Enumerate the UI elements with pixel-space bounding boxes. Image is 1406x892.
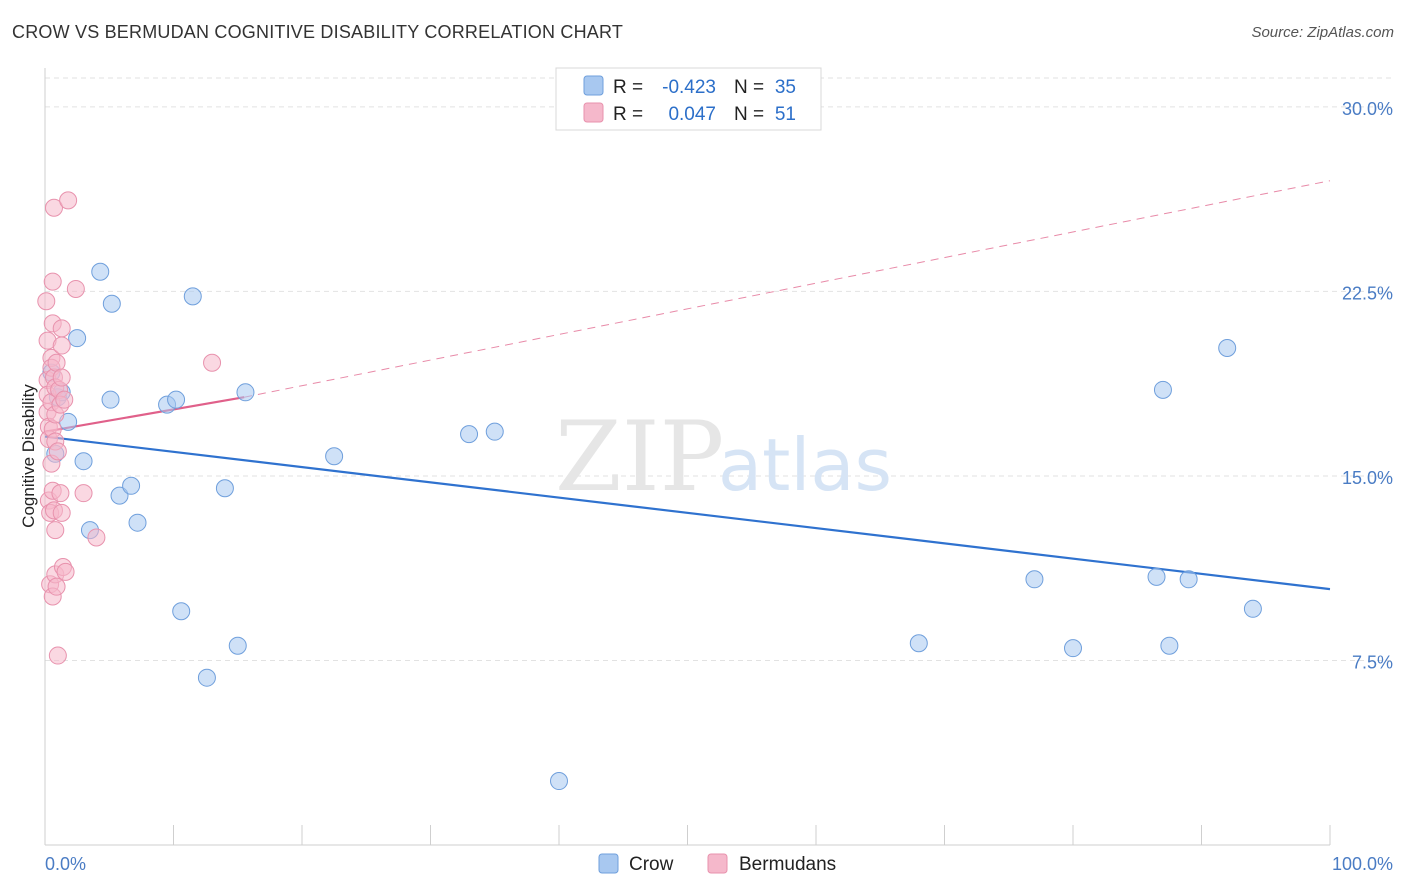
top-legend: R = -0.423 N = 35 R = 0.047 N = 51 (555, 67, 822, 131)
chart-title: CROW VS BERMUDAN COGNITIVE DISABILITY CO… (12, 22, 624, 42)
bottom-legend: Crow Bermudans (598, 853, 836, 875)
y-tick-label: 30.0% (1342, 99, 1393, 119)
point-crow (102, 294, 121, 313)
point-crow (128, 513, 147, 532)
point-crow (1218, 339, 1237, 358)
top-legend-r-label-bermudans: R = (613, 104, 643, 125)
point-crow (460, 425, 479, 444)
axes (44, 68, 1331, 846)
y-tick-label: 7.5% (1352, 652, 1393, 672)
point-crow (167, 390, 186, 409)
point-bermudans (52, 503, 71, 522)
point-bermudans (48, 442, 67, 461)
top-legend-r-value-crow: -0.423 (662, 77, 716, 98)
point-crow (550, 772, 568, 791)
x-tick-label-max: 100.0% (1332, 854, 1393, 874)
point-crow (1160, 636, 1179, 655)
point-crow (74, 452, 93, 471)
point-bermudans (203, 353, 222, 372)
trend-line-bermudans-2 (244, 180, 1331, 398)
bottom-legend-label-bermudans: Bermudans (739, 854, 836, 875)
point-bermudans (52, 368, 71, 387)
point-crow (91, 262, 110, 281)
bottom-legend-swatch-bermudans (707, 853, 728, 874)
trend-lines (44, 180, 1331, 591)
point-bermudans (47, 577, 66, 596)
bottom-legend-label-crow: Crow (629, 854, 674, 875)
top-legend-r-label-crow: R = (613, 77, 643, 98)
top-legend-swatch-bermudans (583, 102, 604, 123)
top-legend-n-value-bermudans: 51 (775, 104, 796, 125)
y-tick-label: 22.5% (1342, 283, 1393, 303)
watermark-zip: ZIP (555, 401, 724, 513)
point-crow (1064, 639, 1082, 658)
point-crow (1243, 599, 1262, 618)
y-axis-label: Cognitive Disability (19, 384, 38, 528)
point-bermudans (59, 191, 78, 210)
point-crow (1153, 380, 1172, 399)
point-crow (197, 668, 216, 687)
point-crow (909, 634, 928, 653)
point-crow (110, 486, 129, 505)
y-tick-labels: 7.5% 15.0% 22.5% 30.0% (1342, 99, 1393, 673)
point-bermudans (46, 521, 65, 540)
point-crow (228, 636, 247, 655)
point-bermudans (55, 390, 74, 409)
top-legend-r-value-bermudans: 0.047 (668, 104, 716, 125)
top-legend-n-value-crow: 35 (775, 77, 796, 98)
watermark-atlas: atlas (718, 423, 892, 507)
point-crow (183, 287, 202, 306)
point-crow (485, 422, 504, 441)
point-crow (1179, 570, 1198, 589)
bottom-legend-swatch-crow (598, 853, 619, 874)
point-bermudans (52, 319, 71, 338)
point-crow (68, 329, 87, 348)
point-crow (325, 447, 344, 466)
point-bermudans (52, 336, 71, 355)
trend-line-bermudans-1 (44, 396, 245, 433)
point-bermudans (66, 279, 85, 298)
point-crow (1025, 570, 1044, 589)
top-legend-swatch-crow (583, 75, 604, 96)
point-bermudans (51, 484, 70, 503)
top-legend-n-label-bermudans: N = (734, 104, 764, 125)
data-points (37, 191, 1262, 791)
point-crow (101, 390, 120, 409)
point-bermudans (74, 484, 93, 503)
point-crow (122, 476, 141, 495)
x-tick-label-min: 0.0% (45, 854, 86, 874)
source-label: Source: ZipAtlas.com (1251, 24, 1394, 41)
x-tick-labels: 0.0% 100.0% (45, 854, 1393, 874)
point-crow (172, 602, 191, 621)
point-bermudans (44, 198, 63, 217)
point-crow (215, 479, 234, 498)
point-crow (1147, 567, 1166, 586)
y-tick-label: 15.0% (1342, 468, 1393, 488)
point-bermudans (87, 528, 106, 547)
top-legend-n-label-crow: N = (734, 77, 764, 98)
point-bermudans (56, 562, 75, 581)
point-bermudans (37, 292, 56, 311)
point-bermudans (48, 646, 67, 665)
point-bermudans (43, 272, 62, 291)
point-crow (236, 383, 255, 402)
trend-line-crow-0 (44, 435, 1331, 591)
